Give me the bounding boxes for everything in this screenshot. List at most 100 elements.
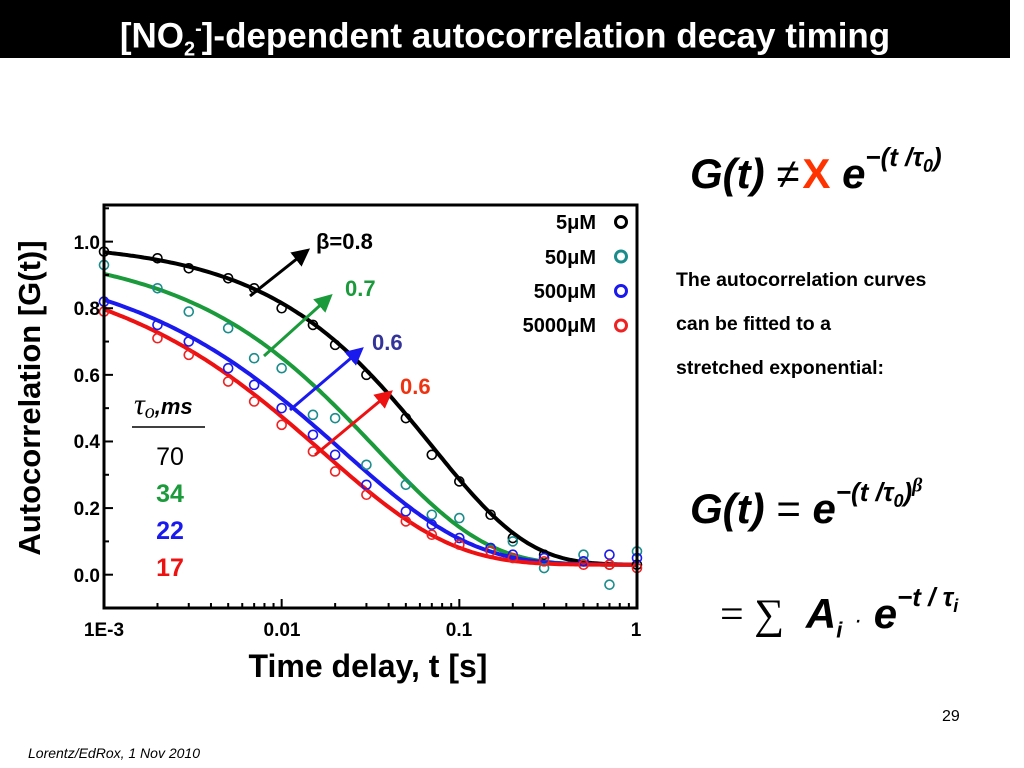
legend-markers <box>614 215 628 333</box>
data-point <box>578 556 589 567</box>
eq3-dot: · <box>854 607 863 634</box>
legend-marker <box>614 284 628 298</box>
eq1-exp-sub: 0 <box>923 156 934 177</box>
data-point <box>538 556 550 567</box>
beta-label-500uM: 0.6 <box>372 330 403 355</box>
text-line: can be fitted to a <box>676 313 831 335</box>
data-point <box>361 459 372 471</box>
data-point <box>361 489 372 501</box>
data-point <box>307 319 319 331</box>
eq1-exp-close: ) <box>933 142 942 172</box>
y-tick-label: 0.4 <box>74 432 101 453</box>
legend-label-5uM: 5μM <box>556 212 596 234</box>
data-point <box>222 272 234 284</box>
data-point <box>152 319 163 331</box>
y-tick-label: 0.2 <box>74 499 100 520</box>
data-point <box>248 379 260 391</box>
data-point <box>578 549 589 561</box>
eq2-exp-sub: 0 <box>893 491 904 512</box>
data-point <box>222 376 234 387</box>
data-point <box>307 409 319 421</box>
legend-label-500uM: 500μM <box>534 281 596 303</box>
data-point <box>507 552 519 564</box>
y-tick-label: 0.8 <box>74 299 100 320</box>
data-point <box>426 519 438 531</box>
data-point <box>604 579 615 590</box>
data-point <box>454 532 465 544</box>
beta-arrow-500uM <box>289 347 364 412</box>
legend-marker <box>614 215 628 229</box>
data-point <box>276 419 287 431</box>
data-point <box>183 349 195 361</box>
beta-label-5uM: β=0.8 <box>316 229 373 254</box>
tau-value-50uM: 34 <box>156 480 184 508</box>
data-point <box>152 282 163 294</box>
eq2-exp-power: β <box>912 474 923 497</box>
eq3-term: A <box>805 590 837 637</box>
data-point <box>276 402 287 414</box>
eq2-base: e <box>812 485 836 532</box>
title-subscript: 2 <box>183 38 196 61</box>
data-point <box>507 536 519 547</box>
axis-ticks <box>103 207 630 609</box>
eq1-lhs: G(t) <box>690 150 765 197</box>
data-point <box>152 332 163 344</box>
footer-credit: Lorentz/EdRox, 1 Nov 2010 <box>28 745 200 761</box>
text-line: stretched exponential: <box>676 357 885 379</box>
legend-marker <box>614 249 628 264</box>
eq1-cross-mark: X <box>802 150 831 197</box>
equation-not-simple-exponential: G(t) ≠X e−(t /τ0) <box>690 142 942 199</box>
data-point <box>454 539 465 551</box>
plot-frame <box>102 203 639 610</box>
slide-title: [NO2-]-dependent autocorrelation decay t… <box>0 0 1010 61</box>
data-point <box>183 336 195 347</box>
data-point <box>578 559 589 571</box>
equation-stretched-exponential: G(t) = e−(t /τ0)β <box>690 474 922 534</box>
tau-header: τo,ms <box>134 388 193 423</box>
x-tick-label: 0.1 <box>446 620 473 641</box>
data-point <box>426 449 438 461</box>
data-point <box>426 529 438 541</box>
beta-label-5000uM: 0.6 <box>400 374 431 399</box>
eq1-exponent: −(t /τ0) <box>865 142 942 176</box>
data-point <box>485 509 496 521</box>
data-point <box>248 396 260 407</box>
x-tick-label: 1 <box>631 620 642 641</box>
y-tick-label: 0.0 <box>74 566 100 587</box>
y-tick-label: 0.6 <box>74 366 100 387</box>
data-point <box>183 262 195 274</box>
data-point <box>276 362 287 374</box>
beta-label-50uM: 0.7 <box>345 276 376 301</box>
tau-value-5uM: 70 <box>156 443 184 471</box>
data-point <box>400 412 412 424</box>
text-line: The autocorrelation curves <box>676 269 927 291</box>
page-number: 29 <box>942 708 960 725</box>
fit-curve-3 <box>103 307 637 567</box>
data-point <box>604 549 615 561</box>
data-point <box>400 506 412 517</box>
eq2-lhs: G(t) <box>690 485 765 532</box>
eq1-exp-text: −(t /τ <box>865 142 923 172</box>
legend-marker <box>614 318 628 333</box>
x-tick-label: 1E-3 <box>84 620 124 641</box>
x-axis-title: Time delay, t [s] <box>249 648 488 684</box>
data-point <box>538 549 550 561</box>
data-point <box>329 339 341 351</box>
eq1-base: e <box>842 150 866 197</box>
eq3-exponent: −t / τi <box>897 582 958 616</box>
eq3-exp-sub: i <box>953 596 959 617</box>
data-point <box>485 542 496 554</box>
data-point <box>248 352 260 364</box>
data-point <box>152 252 163 264</box>
data-point <box>400 479 412 491</box>
explanation-text: The autocorrelation curves can be fitted… <box>676 258 926 390</box>
eq1-operator: ≠X <box>776 150 830 197</box>
legend-label-5000uM: 5000μM <box>523 315 596 337</box>
data-point <box>361 479 372 491</box>
eq1-not-equal: ≠ <box>776 150 800 197</box>
data-point <box>454 512 465 524</box>
data-point <box>329 449 341 461</box>
eq3-base: e <box>873 590 898 637</box>
equation-sum-of-exponentials: = ∑ Ai · e−t / τi <box>720 582 958 643</box>
